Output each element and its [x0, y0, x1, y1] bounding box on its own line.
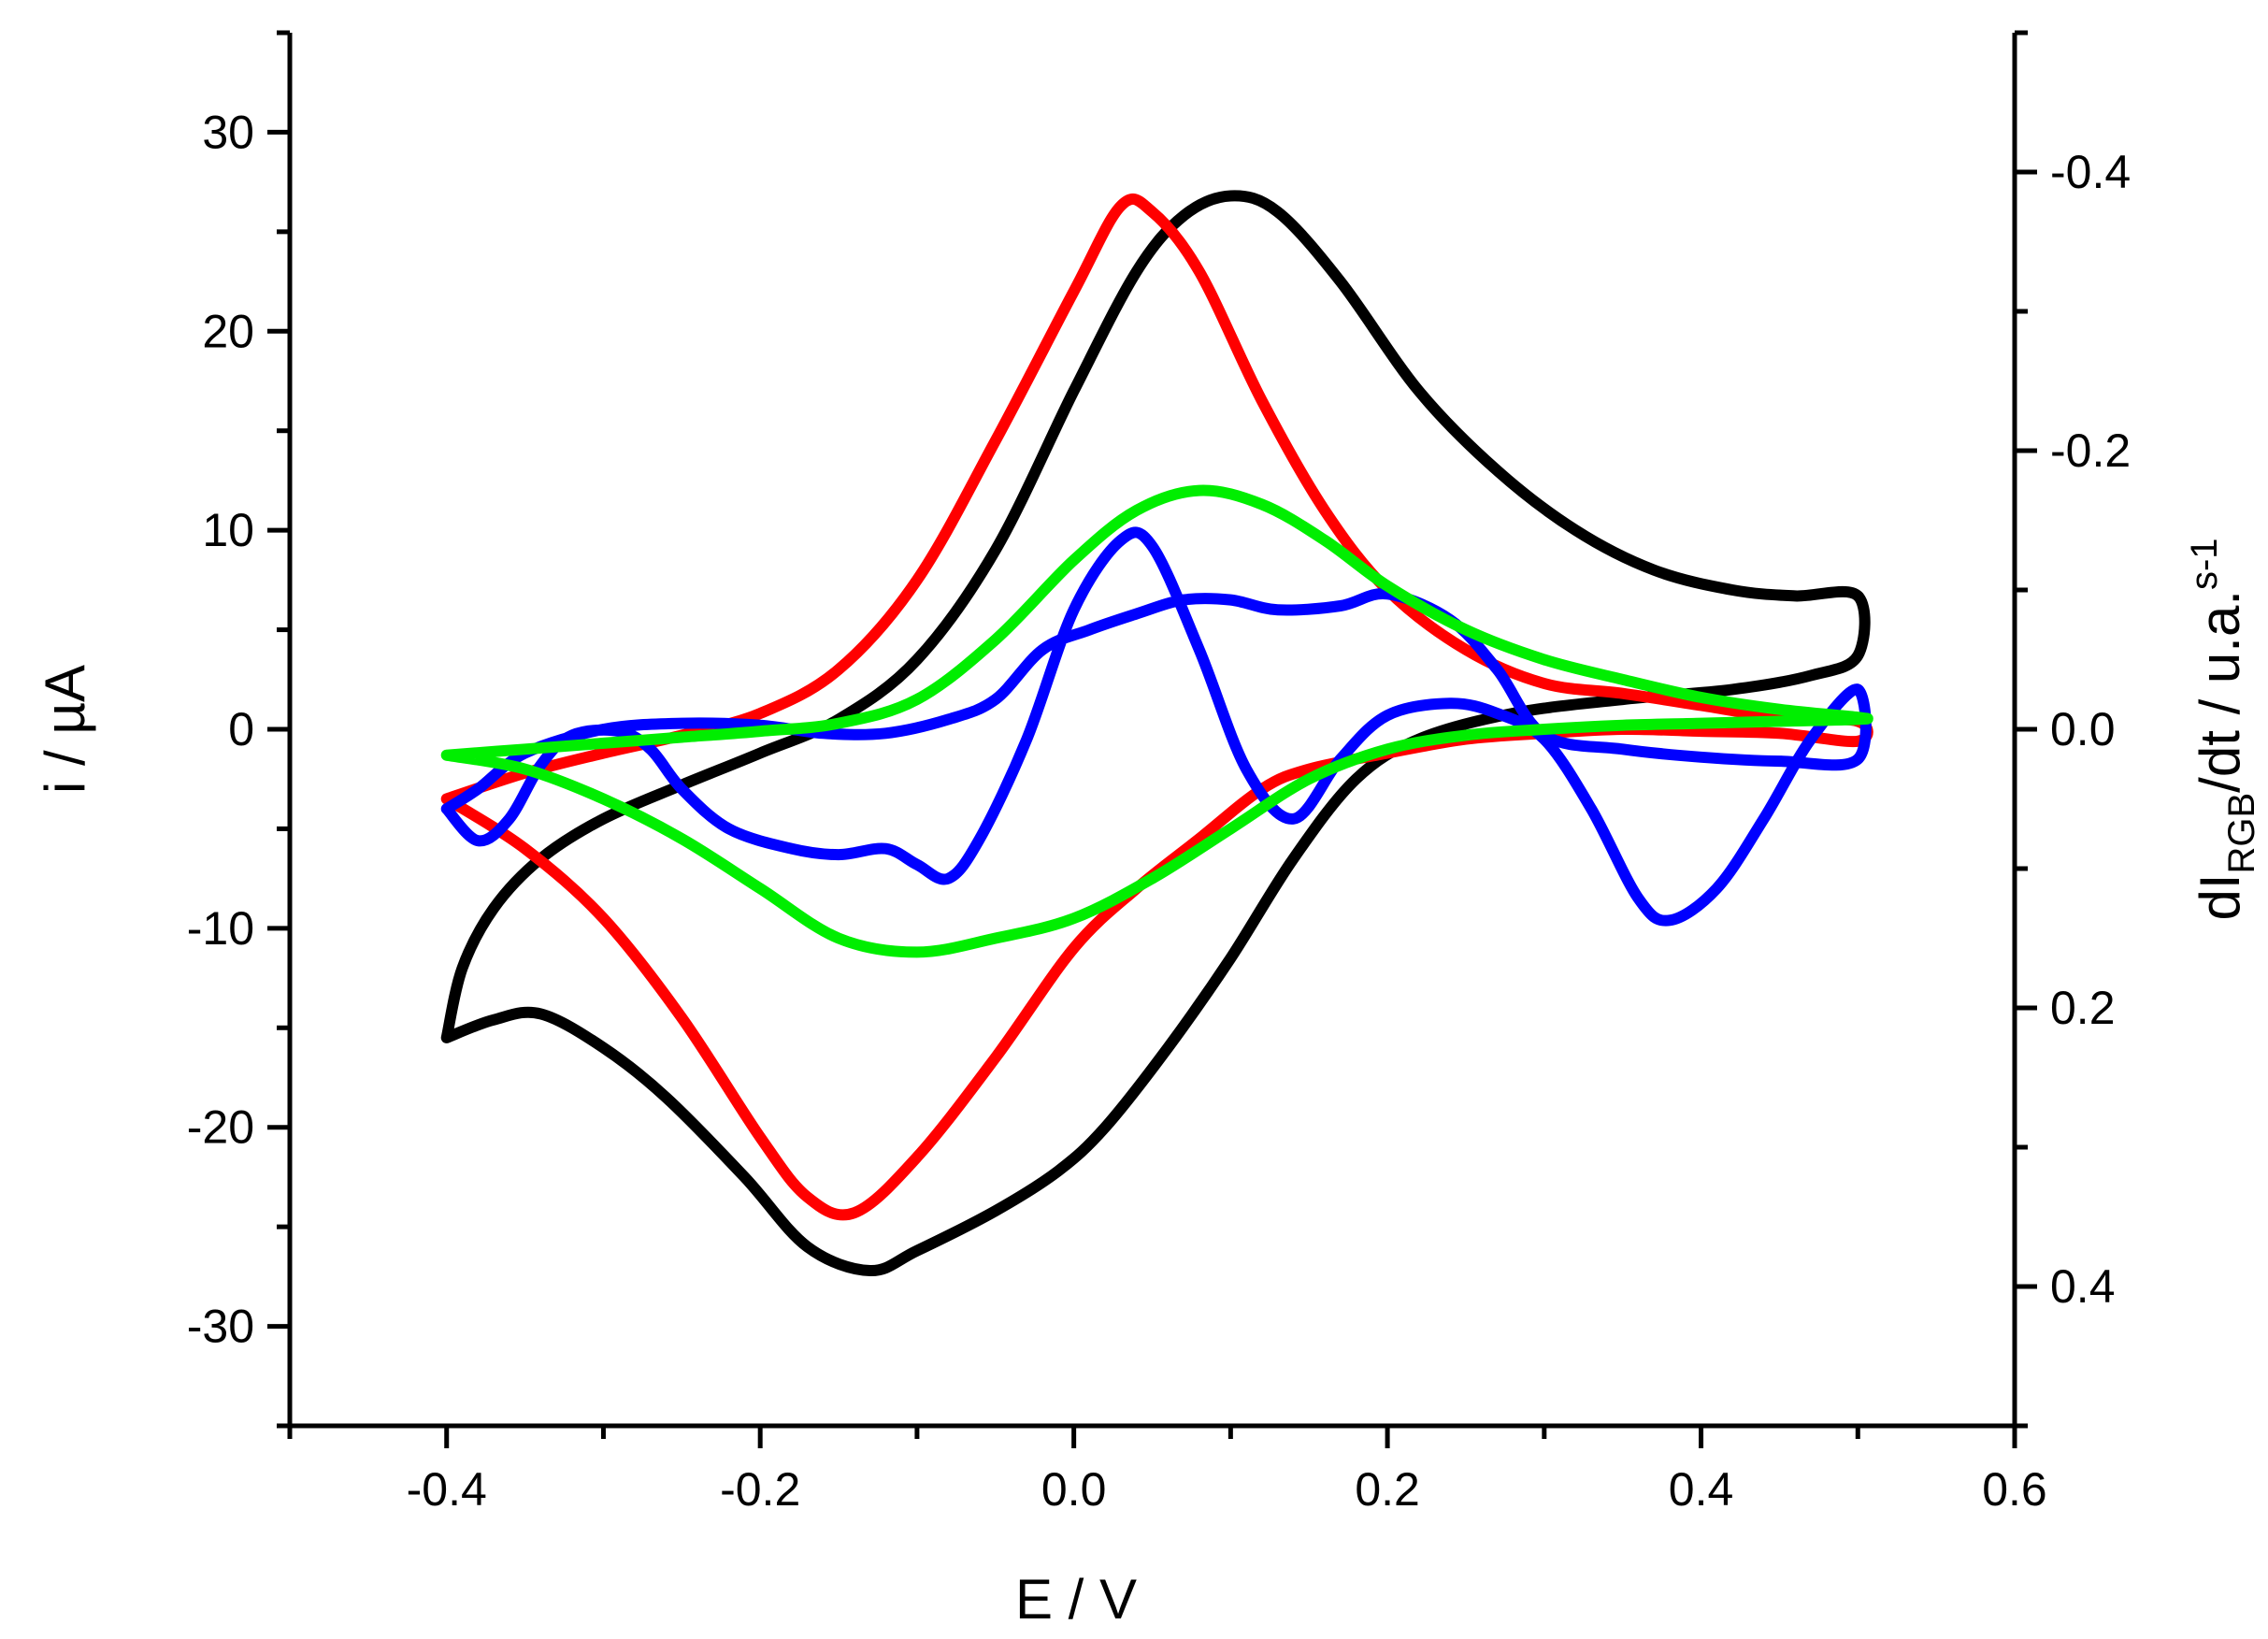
x-tick-label: 0.4: [1669, 1463, 1734, 1516]
y-left-tick-label: -20: [187, 1101, 254, 1154]
y-right-tick-label: -0.4: [2050, 146, 2131, 198]
x-axis-title: E / V: [1015, 1568, 1137, 1631]
y-right-tick-label: 0.4: [2050, 1260, 2116, 1313]
axis-ticks: -0.4 -0.2 0.0 0.2 0.4 0.6 30 20 10 0 -10 -20 -30 -0.4…: [187, 30, 2131, 1516]
y-right-title-sub: RGB: [2221, 793, 2262, 874]
series-green-line: [440, 484, 1873, 958]
y-right-tick-label: -0.2: [2050, 424, 2131, 477]
series-blue-line: [440, 526, 1872, 927]
y-left-tick-label: 10: [202, 504, 254, 556]
y-left-tick-label: -10: [187, 902, 254, 955]
x-tick-label: 0.0: [1041, 1463, 1107, 1516]
y-left-tick-label: 30: [202, 106, 254, 158]
y-right-title-main: dI: [2189, 874, 2251, 921]
y-right-tick-label: 0.2: [2050, 982, 2116, 1034]
y-right-title-rest: /dt / u.a.: [2189, 590, 2251, 793]
x-tick-label: -0.2: [720, 1463, 800, 1516]
series-black-line: [440, 190, 1871, 1276]
y-right-tick-label: 0.0: [2050, 703, 2116, 755]
y-left-tick-label: -30: [187, 1301, 254, 1353]
series-layer: [440, 190, 1873, 1276]
y-right-axis-title: dIRGB/dt / u.a.s-1: [2184, 538, 2262, 920]
y-right-title-sup: s-1: [2184, 538, 2225, 590]
x-tick-label: 0.6: [1982, 1463, 2047, 1516]
x-tick-label: 0.2: [1355, 1463, 1420, 1516]
y-left-axis-title: i / µA: [34, 665, 96, 794]
y-left-tick-label: 20: [202, 305, 254, 357]
y-left-tick-label: 0: [228, 703, 254, 755]
x-tick-label: -0.4: [407, 1463, 487, 1516]
